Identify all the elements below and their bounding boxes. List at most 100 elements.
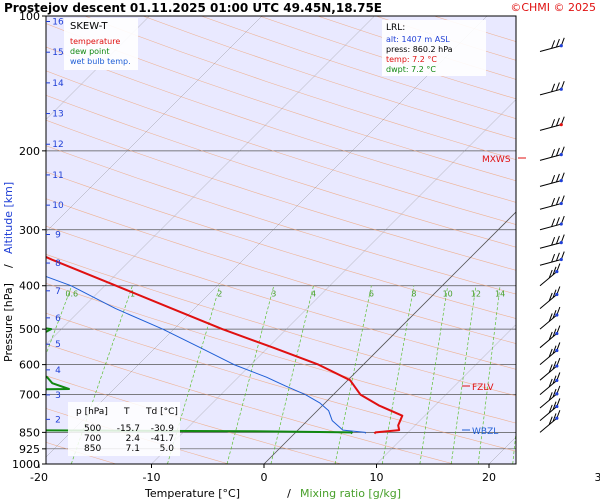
wind-barb <box>539 417 558 433</box>
summary-row-3-p: 850 <box>84 444 101 454</box>
altitude-label: 10 <box>52 201 64 211</box>
wind-barb-feather <box>555 117 560 127</box>
summary-table: p [hPa] T Td [°C] 500 -15.7 -30.9 700 2.… <box>68 402 180 456</box>
wind-barb-feather <box>555 252 560 261</box>
y-tick-label: 600 <box>19 359 40 372</box>
wind-barb <box>539 393 558 409</box>
dry-adiabat-line <box>46 171 516 319</box>
wind-barb-feather <box>555 38 560 48</box>
wind-barb-tip <box>555 364 559 368</box>
summary-row-1-td: -30.9 <box>151 424 175 434</box>
lrl-dwpt: dwpt: 7.2 °C <box>386 65 436 74</box>
wind-barb <box>539 271 558 287</box>
wind-barb-feather <box>552 413 557 422</box>
wind-barb-feather <box>552 289 557 298</box>
dry-adiabat-line <box>46 225 516 370</box>
dry-adiabat-line <box>46 70 516 225</box>
isotherm-line <box>46 16 375 345</box>
lrl-box: LRL: alt: 1407 m ASL press: 860.2 hPa te… <box>382 20 486 76</box>
wind-barb-feather <box>552 361 557 370</box>
mixing-ratio-line <box>583 286 594 464</box>
wind-barb-feather <box>548 313 553 322</box>
wind-barb-feather <box>551 83 556 92</box>
wind-barb-tip <box>555 404 559 409</box>
y-axis-title: Pressure [hPa] / Altitude [km] <box>2 182 15 362</box>
wind-barb <box>539 350 558 365</box>
wind-barb-feather <box>552 310 557 319</box>
altitude-label: 6 <box>55 314 61 324</box>
wind-barb <box>539 154 562 161</box>
wind-barb-feather <box>555 196 560 206</box>
x-tick-label: -10 <box>143 471 161 484</box>
wind-barb-tip <box>555 331 559 336</box>
y-tick-label: 400 <box>19 280 40 293</box>
mixing-ratio-line <box>381 285 415 464</box>
series-line-wet-bulb-temp <box>46 275 366 434</box>
altitude-label: 12 <box>52 140 63 150</box>
wind-barb <box>539 223 562 231</box>
mixing-ratio-label: 1 <box>130 290 135 299</box>
y-axis-label: Pressure [hPa] <box>2 283 15 362</box>
x-axis-label: Temperature [°C] <box>144 487 240 500</box>
summary-row-2-td: -41.7 <box>151 434 174 444</box>
dry-adiabat-line <box>46 119 516 271</box>
wind-barb <box>539 203 562 210</box>
summary-row-2-t: 2.4 <box>126 434 141 444</box>
x-axis-title: Temperature [°C] / Mixing ratio [g/kg] <box>144 487 401 500</box>
wind-barb <box>539 294 558 310</box>
wind-barb-feather <box>552 375 557 384</box>
x-tick-label: 30 <box>595 471 600 484</box>
wind-barb-feather <box>551 218 556 227</box>
summary-row-3-t: 7.1 <box>126 444 140 454</box>
zero-isotherm-line <box>263 211 516 464</box>
altitude-label: 14 <box>52 79 64 89</box>
mixing-ratio-label: 3 <box>271 290 276 299</box>
wind-barb-tip <box>555 348 559 353</box>
summary-row-1-t: -15.7 <box>117 424 140 434</box>
altitude-label: 2 <box>55 415 61 425</box>
wind-barb <box>539 380 558 395</box>
wind-barb-tip <box>559 201 563 206</box>
wind-barb <box>539 406 558 421</box>
y-tick-label: 100 <box>19 10 40 23</box>
wind-barb-feather <box>551 197 556 207</box>
mixing-ratio-label: 8 <box>411 290 416 299</box>
altitude-label: 4 <box>55 366 61 376</box>
wind-barb-tip <box>555 269 559 274</box>
wind-barb-tip <box>559 257 563 262</box>
mixing-ratio-line <box>270 285 314 464</box>
wind-barb-feather <box>555 217 560 226</box>
wind-barb-tip <box>555 416 559 420</box>
y-tick-label: 925 <box>19 443 40 456</box>
summary-header-t: T <box>123 407 130 417</box>
isotherm-line <box>151 99 516 464</box>
legend-title: SKEW-T <box>70 21 108 32</box>
dry-adiabat-line <box>46 254 516 397</box>
wind-barb-feather <box>552 388 557 398</box>
lrl-alt: alt: 1407 m ASL <box>386 35 450 44</box>
plot-area <box>46 16 516 464</box>
copyright-text: ©CHMI © 2025 <box>510 1 596 14</box>
legend-dewpoint: dew point <box>70 47 110 56</box>
dry-adiabat-line <box>46 94 516 248</box>
wind-barb <box>539 124 562 131</box>
lrl-press: press: 860.2 hPa <box>386 45 453 54</box>
wind-barb <box>539 45 562 52</box>
wind-barb <box>539 242 562 249</box>
summary-row-1-p: 500 <box>84 424 101 434</box>
lrl-title: LRL: <box>386 23 405 33</box>
wind-barb-tip <box>555 392 559 396</box>
isotherm-line <box>46 16 263 233</box>
wind-barb-tip <box>555 292 559 297</box>
wind-barb-feather <box>552 345 557 354</box>
legend-temperature: temperature <box>70 37 120 46</box>
y-tick-label: 200 <box>19 145 40 158</box>
altitude-label: 15 <box>52 48 63 58</box>
plot-frame <box>45 15 517 465</box>
wind-barb-feather <box>551 175 556 184</box>
mixing-ratio-label: 2 <box>217 290 222 299</box>
isotherm-line <box>46 16 150 120</box>
fzlv-label: FZLV <box>472 383 494 393</box>
altitude-label: 5 <box>55 340 61 350</box>
